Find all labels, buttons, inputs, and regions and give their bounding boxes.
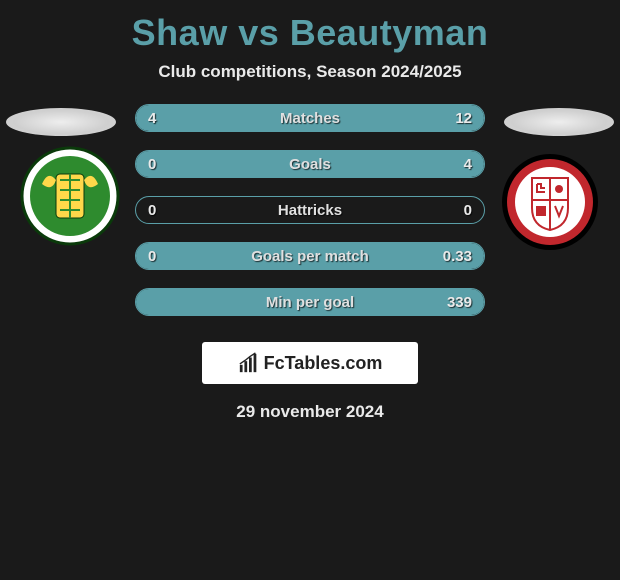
stat-row: 0Goals per match0.33 bbox=[135, 242, 485, 270]
stat-row: 0Hattricks0 bbox=[135, 196, 485, 224]
branding-bar: FcTables.com bbox=[202, 342, 418, 384]
stat-row: 0Goals4 bbox=[135, 150, 485, 178]
stat-value-right: 4 bbox=[464, 156, 472, 173]
stat-label: Min per goal bbox=[136, 294, 484, 311]
stat-value-right: 339 bbox=[447, 294, 472, 311]
content-area: 4Matches120Goals40Hattricks00Goals per m… bbox=[0, 104, 620, 316]
stats-container: 4Matches120Goals40Hattricks00Goals per m… bbox=[135, 104, 485, 316]
stat-row: Min per goal339 bbox=[135, 288, 485, 316]
right-team-badge bbox=[500, 152, 600, 257]
yeovil-badge-icon bbox=[20, 146, 120, 246]
stat-label: Goals per match bbox=[136, 248, 484, 265]
stat-value-right: 0 bbox=[464, 202, 472, 219]
left-team-badge bbox=[20, 146, 120, 251]
stat-value-right: 12 bbox=[455, 110, 472, 127]
stat-label: Goals bbox=[136, 156, 484, 173]
woking-badge-icon bbox=[500, 152, 600, 252]
right-player-shadow bbox=[504, 108, 614, 136]
stat-value-right: 0.33 bbox=[443, 248, 472, 265]
subtitle: Club competitions, Season 2024/2025 bbox=[0, 62, 620, 82]
date-text: 29 november 2024 bbox=[0, 402, 620, 422]
branding-text: FcTables.com bbox=[264, 353, 383, 374]
stat-label: Hattricks bbox=[136, 202, 484, 219]
stat-row: 4Matches12 bbox=[135, 104, 485, 132]
left-player-shadow bbox=[6, 108, 116, 136]
chart-icon bbox=[238, 352, 260, 374]
stat-label: Matches bbox=[136, 110, 484, 127]
page-title: Shaw vs Beautyman bbox=[0, 0, 620, 54]
